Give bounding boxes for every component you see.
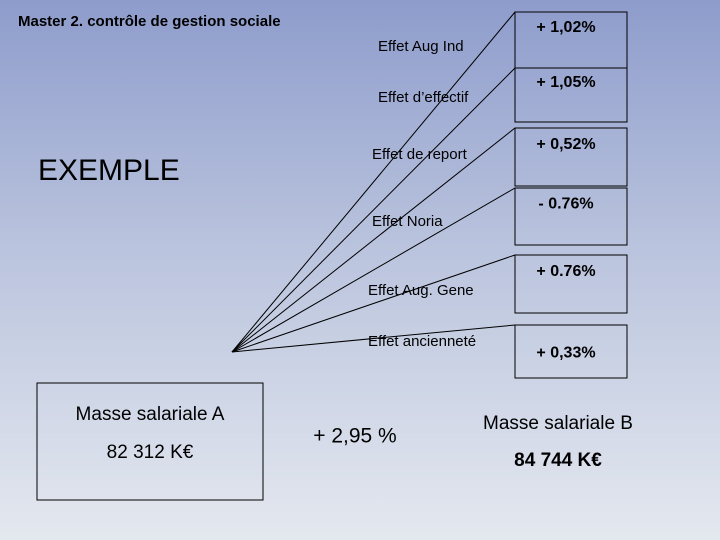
source-amount: 82 312 K€ [107,442,194,463]
effect-value: - 0.76% [538,196,593,213]
source-box [36,382,264,501]
effect-label: Effet ancienneté [368,333,476,350]
effect-value: + 0,33% [536,345,595,362]
effect-label: Effet de report [372,146,468,163]
effect-value: + 0,52% [536,136,595,153]
effect-box [514,67,628,123]
effect-label: Effet Aug. Gene [368,282,474,299]
effect-label: Effet Aug Ind [378,38,464,55]
result-label: Masse salariale B [483,413,633,434]
effect-label: Effet Noria [372,213,443,230]
total: + 2,95 % [313,425,396,448]
result-amount: 84 744 K€ [514,450,602,471]
effect-box [514,127,628,187]
effect-value: + 1,02% [536,19,595,36]
source-label: Masse salariale A [76,404,225,425]
connector [231,67,516,353]
effect-box [514,187,628,246]
connector [231,324,516,353]
effect-label: Effet d’effectif [378,89,469,106]
effect-value: + 1,05% [536,74,595,91]
connector [231,11,516,353]
connector [231,254,516,353]
connector [231,127,516,353]
effect-box [514,254,628,314]
connector [231,187,516,353]
effect-box [514,324,628,379]
example-label: EXEMPLE [38,154,180,187]
title: Master 2. contrôle de gestion sociale [18,13,281,30]
effect-value: + 0.76% [536,263,595,280]
